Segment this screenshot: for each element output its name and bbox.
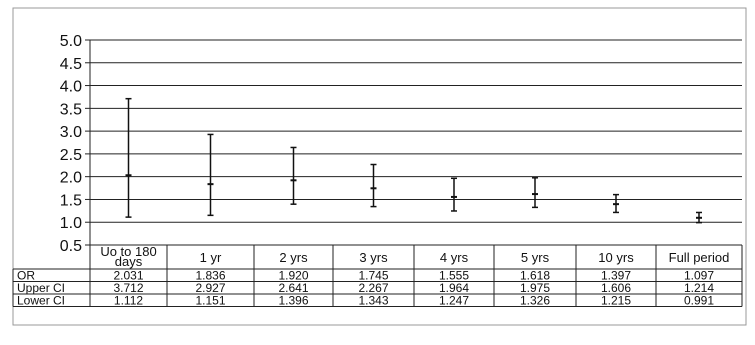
table-cell-value: 1.214 bbox=[684, 281, 714, 295]
category-label: Uo to 180 bbox=[100, 244, 156, 259]
table-cell-value: 0.991 bbox=[684, 294, 714, 308]
table-cell-value: 1.215 bbox=[601, 294, 631, 308]
table-cell-value: 2.927 bbox=[195, 281, 225, 295]
table-cell-value: 1.097 bbox=[684, 269, 714, 283]
table-cell-value: 1.555 bbox=[439, 269, 469, 283]
table-cell-value: 2.267 bbox=[358, 281, 388, 295]
table-cell-value: 1.112 bbox=[114, 294, 143, 308]
table-cell-value: 3.712 bbox=[113, 281, 143, 295]
error-bars bbox=[125, 97, 702, 224]
table-cell-value: 1.745 bbox=[358, 269, 388, 283]
y-tick-label: 2.5 bbox=[60, 147, 82, 164]
table-row-label: Lower CI bbox=[17, 294, 65, 308]
category-label: 5 yrs bbox=[521, 250, 550, 265]
table-cell-value: 1.151 bbox=[195, 294, 225, 308]
category-label: days bbox=[115, 254, 143, 269]
category-label: 1 yr bbox=[200, 250, 222, 265]
table-cell-value: 1.618 bbox=[520, 269, 550, 283]
category-label: 10 yrs bbox=[598, 250, 634, 265]
category-label: 3 yrs bbox=[359, 250, 388, 265]
y-tick-label: 0.5 bbox=[60, 238, 82, 255]
y-tick-label: 4.5 bbox=[60, 56, 82, 73]
table-row-label: Upper CI bbox=[17, 281, 65, 295]
table-cell-value: 1.397 bbox=[601, 269, 631, 283]
table-row-label: OR bbox=[17, 269, 35, 283]
table-cell-value: 1.975 bbox=[520, 281, 550, 295]
y-tick-label: 2.0 bbox=[60, 170, 82, 187]
table-cell-value: 1.836 bbox=[195, 269, 225, 283]
y-tick-label: 1.0 bbox=[60, 215, 82, 232]
y-tick-label: 3.5 bbox=[60, 101, 82, 118]
category-label: Full period bbox=[669, 250, 730, 265]
y-axis-tick-labels: 5.0 4.5 4.0 3.5 3.0 2.5 2.0 1.5 1.0 0.5 bbox=[60, 33, 82, 255]
table-cell-value: 1.247 bbox=[439, 294, 469, 308]
y-tick-label: 5.0 bbox=[60, 33, 82, 50]
outer-border bbox=[12, 7, 747, 326]
table-cell-value: 1.343 bbox=[358, 294, 388, 308]
table-cell-value: 1.396 bbox=[278, 294, 308, 308]
table-cell-value: 2.641 bbox=[278, 281, 308, 295]
table-cell-value: 1.606 bbox=[601, 281, 631, 295]
table-cell-value: 1.920 bbox=[278, 269, 308, 283]
y-tick-label: 4.0 bbox=[60, 79, 82, 96]
category-label: 2 yrs bbox=[279, 250, 308, 265]
y-tick-label: 3.0 bbox=[60, 124, 82, 141]
table-cell-value: 1.964 bbox=[439, 281, 469, 295]
y-tick-label: 1.5 bbox=[60, 192, 82, 209]
table-cell-value: 2.031 bbox=[113, 269, 143, 283]
category-label: 4 yrs bbox=[440, 250, 469, 265]
table-cell-value: 1.326 bbox=[520, 294, 550, 308]
